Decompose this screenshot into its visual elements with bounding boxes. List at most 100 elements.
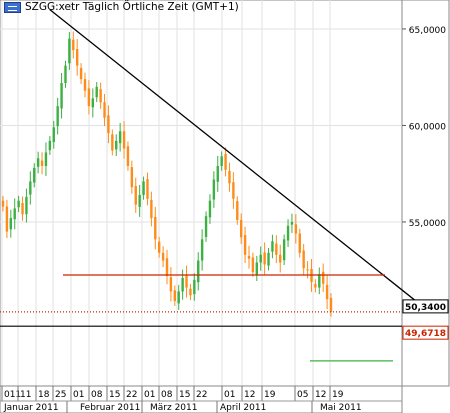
candle-body xyxy=(329,297,333,312)
x-day-label: 25 xyxy=(55,390,66,400)
x-day-label: 15 xyxy=(179,390,190,400)
x-day-label: 08 xyxy=(161,390,173,400)
x-day-label: 18 xyxy=(38,390,50,400)
candle-body xyxy=(29,181,32,195)
candle-body xyxy=(294,224,298,234)
x-month-label: Mai 2011 xyxy=(320,403,362,413)
candle-body xyxy=(321,271,325,284)
candle-body xyxy=(40,160,44,166)
candle-body xyxy=(255,262,259,275)
candle-body xyxy=(83,79,87,91)
candle-body xyxy=(239,220,243,238)
candle-body xyxy=(64,65,67,83)
candle-body xyxy=(236,201,239,221)
candle-body xyxy=(107,115,110,134)
candle-body xyxy=(267,252,270,266)
plot-area xyxy=(0,0,450,387)
candle-body xyxy=(282,239,286,261)
candle-body xyxy=(306,269,309,271)
x-month-label: Januar 2011 xyxy=(3,403,59,413)
candle-body xyxy=(271,241,274,252)
horizontal-gridlines xyxy=(0,28,402,223)
candle-body xyxy=(52,127,55,143)
candle-body xyxy=(36,158,40,167)
candle-body xyxy=(95,86,98,98)
candle-body xyxy=(87,88,91,107)
candle-body xyxy=(290,221,294,225)
candle-body xyxy=(25,196,28,215)
candle-body xyxy=(21,203,24,215)
candle-body xyxy=(314,284,317,288)
price-label-box xyxy=(402,325,449,340)
candle-body xyxy=(208,200,212,218)
candle-body xyxy=(275,243,278,255)
candle-body xyxy=(185,275,188,288)
candle-body xyxy=(212,179,216,200)
x-day-label: 01 xyxy=(224,390,235,400)
candle-body xyxy=(189,288,192,296)
candle-body xyxy=(232,182,235,199)
candle-body xyxy=(9,218,13,230)
candle-body xyxy=(72,39,75,51)
candle-body xyxy=(157,241,161,253)
chart-type-icon[interactable] xyxy=(4,2,21,13)
candle-body xyxy=(251,257,255,273)
candle-body xyxy=(118,131,122,144)
candle-body xyxy=(33,167,36,183)
price-label-box xyxy=(402,299,449,314)
chart-title: SZGG:xetr Täglich Örtliche Zeit (GMT+1) xyxy=(25,1,239,13)
candle-body xyxy=(91,98,95,108)
candle-body xyxy=(56,106,59,127)
candle-body xyxy=(197,260,200,283)
plot-frame xyxy=(0,0,403,387)
candle-body xyxy=(302,250,305,269)
candle-body xyxy=(48,140,52,151)
candle-body xyxy=(181,277,184,292)
candle-body xyxy=(154,216,157,240)
x-day-label: 15 xyxy=(109,390,120,400)
price-label: 49,6718 xyxy=(405,329,446,339)
candle-body xyxy=(44,152,48,166)
candle-body xyxy=(216,165,219,182)
candle-body xyxy=(298,233,301,253)
candle-body xyxy=(243,235,247,255)
x-month-label: Februar 2011 xyxy=(80,403,140,413)
candle-body xyxy=(193,279,196,295)
price-label: 50,3400 xyxy=(405,303,446,313)
y-tick-label: 65,0000 xyxy=(409,26,446,36)
candle-body xyxy=(115,140,118,150)
axis-frame xyxy=(401,0,450,387)
x-day-label: 01 xyxy=(144,390,155,400)
x-day-label: 19 xyxy=(264,390,276,400)
candle-body xyxy=(224,154,227,170)
candle-body xyxy=(13,208,16,220)
candle-body xyxy=(150,199,153,219)
x-day-label: 12 xyxy=(315,390,326,400)
candle-body xyxy=(5,206,9,232)
x-day-label: 22 xyxy=(196,390,207,400)
candle-body xyxy=(228,170,231,184)
x-day-label: 011 xyxy=(4,390,21,400)
candle-body xyxy=(177,291,180,304)
candle-body xyxy=(318,274,321,288)
candle-body xyxy=(325,284,329,300)
candle-body xyxy=(75,49,79,66)
x-day-label: 19 xyxy=(332,390,344,400)
candle-body xyxy=(173,290,177,302)
candle-body xyxy=(286,225,290,241)
resistance-trendline xyxy=(49,9,422,306)
x-day-label: 05 xyxy=(297,390,308,400)
candle-body xyxy=(220,156,223,166)
vertical-gridlines xyxy=(1,0,331,386)
y-tick-label: 60,0000 xyxy=(409,122,446,132)
candle-body xyxy=(103,102,106,118)
candle-body xyxy=(142,181,145,195)
candle-body xyxy=(1,200,5,207)
candle-body xyxy=(200,239,204,261)
candle-body xyxy=(130,167,134,188)
candles xyxy=(1,31,333,317)
candle-body xyxy=(263,252,266,265)
candle-body xyxy=(259,254,262,263)
candle-body xyxy=(68,38,71,64)
